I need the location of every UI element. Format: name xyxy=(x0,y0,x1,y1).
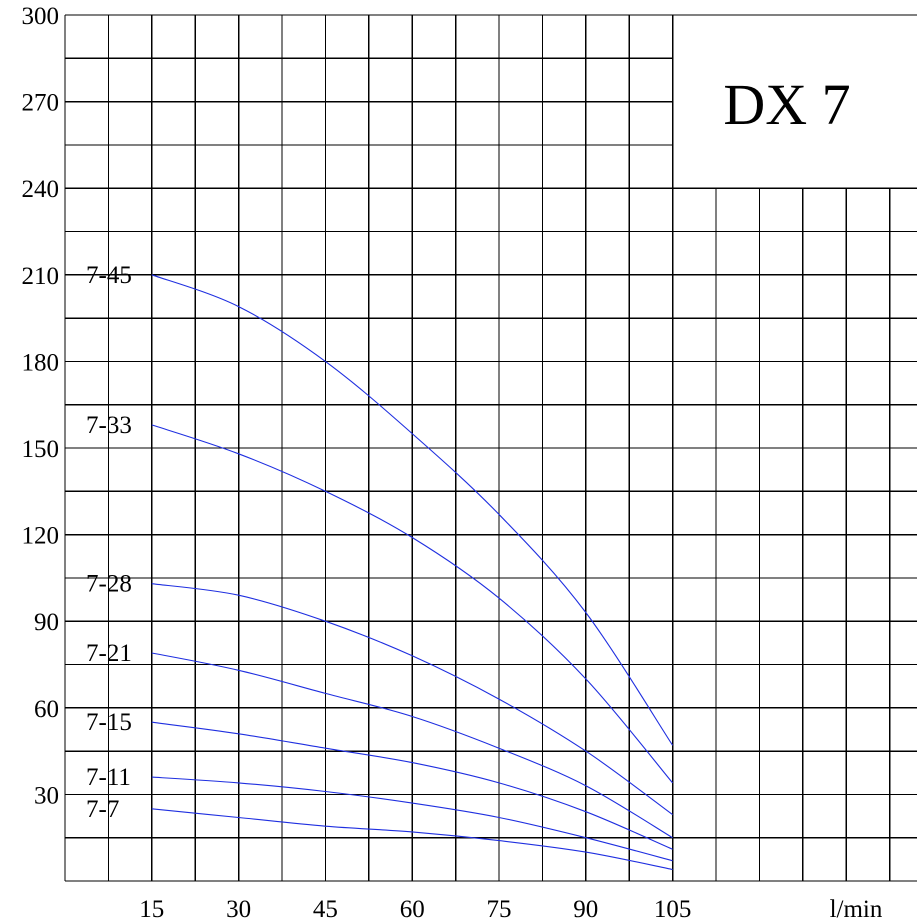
y-tick-label: 210 xyxy=(22,263,60,290)
y-tick-label: 30 xyxy=(34,782,59,809)
x-axis-tick-labels: l/min 15 30 45 60 75 90 105 xyxy=(139,896,883,921)
series-label-7-21: 7-21 xyxy=(86,640,132,667)
x-axis-unit-label: l/min xyxy=(830,896,883,921)
y-tick-label: 240 xyxy=(22,176,60,203)
series-label-7-7: 7-7 xyxy=(86,796,119,823)
series-label-7-11: 7-11 xyxy=(86,764,131,791)
x-tick-label: 45 xyxy=(313,896,338,921)
series-line-7-33 xyxy=(151,424,674,784)
y-axis-tick-labels: 30 60 90 120 150 180 210 240 270 300 xyxy=(22,3,60,809)
y-tick-label: 180 xyxy=(22,349,60,376)
series-line-7-15 xyxy=(151,721,673,850)
series-line-7-28 xyxy=(151,583,673,816)
y-tick-label: 150 xyxy=(22,436,60,463)
y-tick-label: 120 xyxy=(22,523,60,550)
series-label-7-45: 7-45 xyxy=(86,262,132,289)
x-tick-label: 60 xyxy=(400,896,425,921)
y-tick-label: 300 xyxy=(22,3,60,30)
grid xyxy=(64,14,917,882)
series-label-7-15: 7-15 xyxy=(86,709,132,736)
x-tick-label: 30 xyxy=(226,896,251,921)
x-tick-label: 75 xyxy=(487,896,512,921)
series-line-7-11 xyxy=(151,776,673,862)
chart-title: DX 7 xyxy=(723,72,850,137)
series-line-7-45 xyxy=(151,274,674,746)
series-line-7-21 xyxy=(151,652,673,839)
series-labels: 7-45 7-33 7-28 7-21 7-15 7-11 7-7 xyxy=(86,262,132,823)
y-tick-label: 270 xyxy=(22,90,60,117)
series-label-7-28: 7-28 xyxy=(86,571,132,598)
series-label-7-33: 7-33 xyxy=(86,412,132,439)
x-tick-label: 15 xyxy=(139,896,164,921)
x-tick-label: 90 xyxy=(573,896,598,921)
y-tick-label: 60 xyxy=(34,696,59,723)
series-lines xyxy=(151,274,674,871)
x-tick-label: 105 xyxy=(654,896,692,921)
y-tick-label: 90 xyxy=(34,609,59,636)
title-box: DX 7 xyxy=(723,72,850,137)
series-line-7-7 xyxy=(151,808,673,871)
